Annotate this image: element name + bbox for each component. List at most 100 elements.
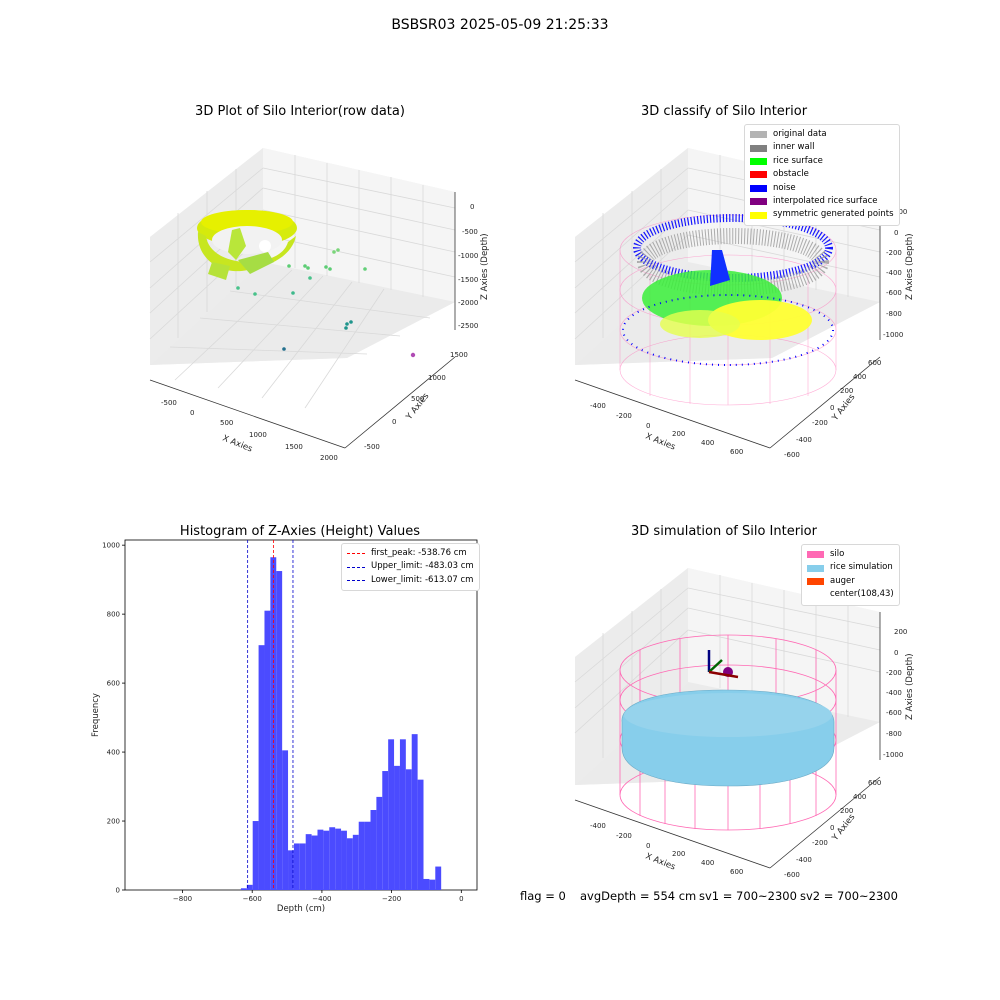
legend-item-interpolated-rice-surface: interpolated rice surface: [750, 195, 894, 208]
histogram-title: Histogram of Z-Axies (Height) Values: [179, 524, 421, 539]
svg-text:0: 0: [392, 418, 396, 426]
legend-item-auger: auger: [807, 575, 894, 588]
x-tick-label: −400: [312, 895, 331, 903]
classify-legend: original data inner wall rice surface ob…: [744, 124, 900, 226]
svg-text:1500: 1500: [450, 351, 468, 359]
legend-line: [347, 553, 365, 555]
legend-item-original-data: original data: [750, 128, 894, 141]
svg-text:200: 200: [840, 387, 853, 395]
histogram-bar: [382, 771, 389, 890]
svg-text:0: 0: [190, 409, 194, 417]
histogram-bar: [370, 810, 377, 890]
legend-item-symmetric-generated-points: symmetric generated points: [750, 208, 894, 221]
legend-swatch: [750, 184, 767, 192]
svg-text:-1500: -1500: [458, 276, 478, 284]
svg-text:600: 600: [730, 448, 743, 456]
x-tick-label: 0: [459, 895, 463, 903]
raw-axes-lines: [149, 192, 456, 449]
svg-text:600: 600: [868, 779, 881, 787]
svg-text:1000: 1000: [249, 431, 267, 439]
raw-3d-plot: -500 0 500 1000 1500 2000 X Axies -500 0…: [149, 148, 490, 462]
svg-text:-500: -500: [364, 443, 380, 451]
svg-text:-500: -500: [462, 228, 478, 236]
legend-item-first-peak: first_peak: -538.76 cm: [347, 547, 474, 560]
simulation-zlabel: Z Axies (Depth): [905, 653, 915, 720]
classify-y-ticks: -600 -400 -200 0 200 400 600: [784, 359, 881, 459]
histogram-bar: [405, 769, 412, 890]
histogram-bar: [288, 850, 294, 890]
svg-text:-800: -800: [886, 310, 902, 318]
y-tick-label: 600: [107, 680, 120, 688]
histogram-bar: [323, 830, 330, 890]
histogram-bar: [364, 821, 371, 890]
histogram-bar: [258, 645, 265, 890]
histogram-bar: [293, 843, 300, 890]
histogram-bar: [299, 843, 306, 890]
legend-swatch: [807, 591, 824, 598]
legend-swatch: [750, 211, 767, 219]
histogram-bar: [246, 884, 253, 890]
svg-text:200: 200: [840, 807, 853, 815]
svg-text:-200: -200: [812, 419, 828, 427]
y-tick-label: 800: [107, 611, 120, 619]
histogram-x-ticks: −800 −600 −400 −200 0: [173, 890, 464, 903]
svg-text:0: 0: [830, 824, 834, 832]
histogram-bar: [399, 739, 406, 890]
legend-item-lower-limit: Lower_limit: -613.07 cm: [347, 574, 474, 587]
raw-outlier-points: [236, 248, 416, 358]
histogram-y-ticks: 0 200 400 600 800 1000: [102, 542, 125, 895]
legend-item-obstacle: obstacle: [750, 168, 894, 181]
svg-text:400: 400: [853, 373, 866, 381]
svg-text:-200: -200: [886, 669, 902, 677]
legend-swatch: [750, 171, 767, 179]
svg-text:-600: -600: [886, 709, 902, 717]
histogram-bar: [417, 779, 424, 890]
svg-text:-200: -200: [812, 839, 828, 847]
svg-text:-600: -600: [784, 871, 800, 879]
svg-text:0: 0: [894, 229, 898, 237]
x-tick-label: −200: [382, 895, 401, 903]
legend-swatch: [750, 144, 767, 152]
raw-y-ticks: -500 0 500 1000 1500: [364, 351, 468, 451]
svg-text:1000: 1000: [428, 374, 446, 382]
legend-item-silo: silo: [807, 548, 894, 561]
svg-text:600: 600: [730, 868, 743, 876]
histogram-threshold-lines: [247, 540, 294, 890]
svg-text:-2500: -2500: [458, 322, 478, 330]
svg-text:-500: -500: [161, 399, 177, 407]
legend-swatch: [750, 131, 767, 139]
legend-item-rice-simulation: rice simulation: [807, 561, 894, 574]
legend-line: [347, 566, 365, 568]
svg-text:-400: -400: [796, 856, 812, 864]
svg-text:400: 400: [701, 859, 714, 867]
histogram-bar: [270, 557, 277, 890]
histogram-bar: [317, 829, 324, 890]
histogram-bars: [240, 557, 442, 890]
histogram-xlabel: Depth (cm): [277, 904, 325, 914]
svg-text:0: 0: [646, 422, 650, 430]
simulation-x-ticks: -400 -200 0 200 400 600: [590, 822, 743, 876]
svg-text:-800: -800: [886, 730, 902, 738]
simulation-panel-title: 3D simulation of Silo Interior: [631, 524, 817, 539]
histogram-bar: [376, 796, 383, 890]
svg-text:0: 0: [830, 404, 834, 412]
classify-x-ticks: -400 -200 0 200 400 600: [590, 402, 743, 456]
histogram-ylabel: Frequency: [91, 693, 101, 737]
raw-zlabel: Z Axies (Depth): [480, 233, 490, 300]
svg-text:-1000: -1000: [883, 331, 903, 339]
svg-text:-600: -600: [784, 451, 800, 459]
histogram-bar: [394, 765, 400, 890]
histogram-bar: [264, 610, 271, 890]
raw-silo-cloud: [197, 210, 297, 280]
histogram-bar: [435, 866, 442, 890]
histogram-bar: [346, 838, 353, 890]
raw-panel-title: 3D Plot of Silo Interior(row data): [195, 104, 405, 119]
x-tick-label: −600: [243, 895, 262, 903]
histogram-bar: [388, 739, 395, 890]
svg-text:-2000: -2000: [458, 299, 478, 307]
svg-text:-400: -400: [590, 402, 606, 410]
svg-text:-600: -600: [886, 289, 902, 297]
histogram-bar: [252, 821, 259, 890]
svg-text:-400: -400: [886, 689, 902, 697]
histogram-bar: [311, 835, 318, 890]
